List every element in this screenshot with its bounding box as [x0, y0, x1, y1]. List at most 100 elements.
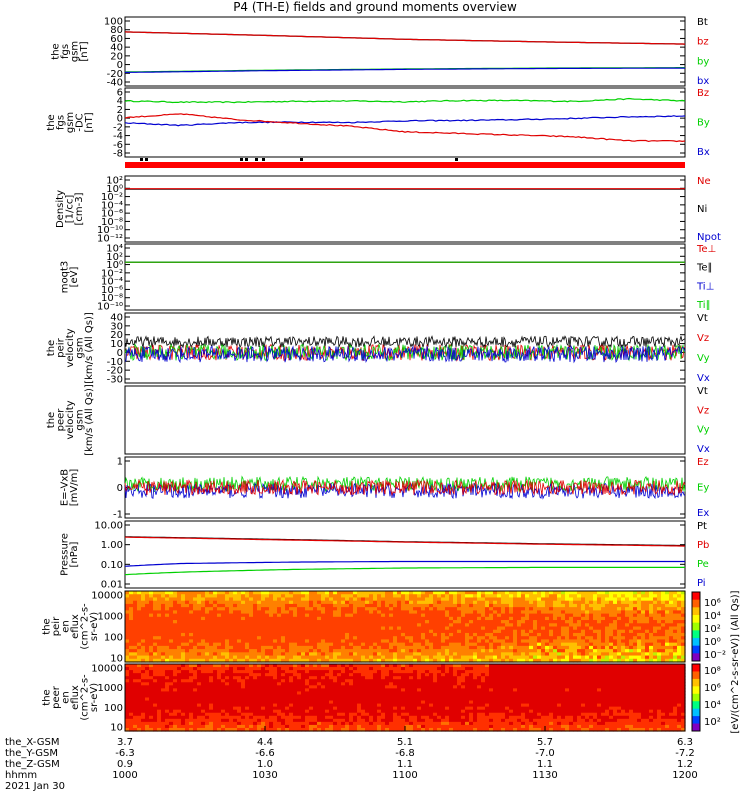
heatmap-cell [245, 709, 250, 714]
heatmap-cell [145, 600, 150, 605]
heatmap-cell [265, 649, 270, 653]
heatmap-cell [269, 697, 274, 702]
heatmap-cell [277, 594, 282, 599]
heatmap-cell [665, 591, 670, 595]
heatmap-cell [445, 600, 450, 605]
heatmap-cell [357, 639, 362, 644]
heatmap-cell [677, 632, 682, 637]
heatmap-cell [505, 655, 510, 660]
heatmap-cell [641, 600, 646, 605]
heatmap-cell [417, 685, 422, 689]
heatmap-cell [437, 655, 442, 660]
heatmap-cell [321, 607, 326, 611]
heatmap-cell [265, 597, 270, 602]
heatmap-cell [433, 649, 438, 653]
heatmap-cell [269, 629, 274, 634]
heatmap-cell [285, 616, 290, 621]
heatmap-cell [325, 642, 330, 647]
heatmap-cell [137, 727, 142, 732]
heatmap-cell [149, 626, 154, 631]
heatmap-cell [197, 658, 202, 663]
heatmap-cell [361, 594, 366, 599]
heatmap-cell [281, 679, 286, 683]
heatmap-cell [145, 664, 150, 668]
heatmap-cell [229, 655, 234, 660]
heatmap-cell [393, 600, 398, 605]
heatmap-cell [369, 591, 374, 595]
heatmap-cell [185, 685, 190, 689]
heatmap-cell [205, 658, 210, 663]
heatmap-cell [161, 613, 166, 618]
heatmap-cell [613, 652, 618, 657]
heatmap-cell [349, 639, 354, 644]
heatmap-cell [397, 639, 402, 644]
heatmap-cell [209, 676, 214, 680]
heatmap-cell [301, 706, 306, 711]
heatmap-cell [625, 642, 630, 647]
heatmap-cell [609, 603, 614, 608]
heatmap-cell [337, 721, 342, 726]
heatmap-cell [493, 610, 498, 615]
heatmap-cell [129, 697, 134, 702]
heatmap-cell [277, 727, 282, 732]
heatmap-cell [309, 603, 314, 608]
heatmap-cell [133, 603, 138, 608]
heatmap-cell [321, 709, 326, 714]
heatmap-cell [197, 706, 202, 711]
y-tick-label: 6 [117, 88, 123, 99]
heatmap-cell [589, 645, 594, 650]
heatmap-cell [613, 607, 618, 611]
heatmap-cell [329, 607, 334, 611]
heatmap-cell [285, 626, 290, 631]
heatmap-cell [417, 600, 422, 605]
heatmap-cell [569, 655, 574, 660]
heatmap-cell [205, 642, 210, 647]
y-axis-label: E=-VxB [60, 469, 71, 506]
heatmap-cell [529, 594, 534, 599]
heatmap-cell [129, 597, 134, 602]
heatmap-cell [317, 667, 322, 671]
heatmap-cell [253, 626, 258, 631]
heatmap-cell [153, 639, 158, 644]
heatmap-cell [457, 597, 462, 602]
heatmap-cell [169, 613, 174, 618]
heatmap-cell [137, 721, 142, 726]
legend-entry: Te∥ [696, 263, 713, 274]
heatmap-cell [185, 664, 190, 668]
heatmap-cell [133, 673, 138, 677]
heatmap-cell [389, 649, 394, 653]
heatmap-cell [257, 709, 262, 714]
heatmap-cell [509, 620, 514, 624]
heatmap-cell [681, 639, 686, 644]
heatmap-cell [353, 679, 358, 683]
heatmap-cell [277, 642, 282, 647]
heatmap-cell [253, 620, 258, 624]
heatmap-cell [401, 691, 406, 696]
heatmap-cell [301, 623, 306, 628]
heatmap-cell [293, 639, 298, 644]
heatmap-cell [365, 688, 370, 693]
heatmap-cell [577, 616, 582, 621]
heatmap-cell [485, 607, 490, 611]
heatmap-cell [185, 597, 190, 602]
heatmap-cell [493, 620, 498, 624]
heatmap-cell [225, 610, 230, 615]
heatmap-cell [221, 724, 226, 729]
heatmap-cell [305, 649, 310, 653]
heatmap-cell [377, 629, 382, 634]
heatmap-cell [561, 594, 566, 599]
heatmap-cell [681, 642, 686, 647]
heatmap-cell [497, 626, 502, 631]
heatmap-cell [321, 685, 326, 689]
heatmap-cell [309, 658, 314, 663]
heatmap-cell [437, 620, 442, 624]
heatmap-cell [613, 594, 618, 599]
heatmap-cell [421, 721, 426, 726]
heatmap-cell [425, 636, 430, 641]
heatmap-cell [441, 600, 446, 605]
heatmap-cell [509, 610, 514, 615]
heatmap-cell [245, 685, 250, 689]
heatmap-cell [157, 603, 162, 608]
heatmap-cell [301, 694, 306, 699]
heatmap-cell [485, 649, 490, 653]
